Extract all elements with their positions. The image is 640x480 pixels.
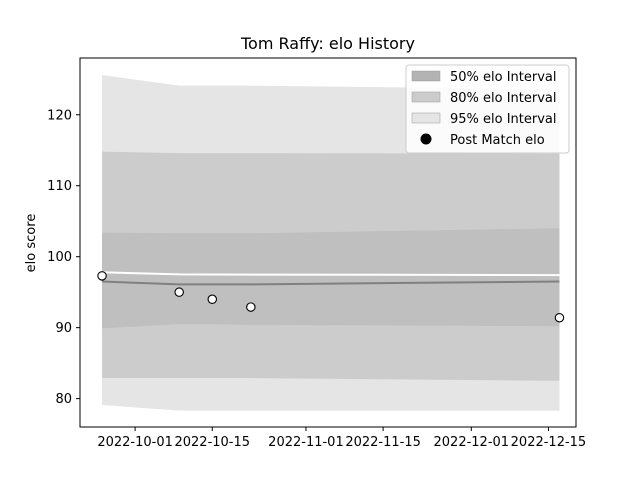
legend-label: 80% elo Interval <box>450 91 557 106</box>
y-tick-label: 90 <box>55 321 72 336</box>
legend-swatch <box>411 70 441 82</box>
x-tick-label: 2022-10-15 <box>174 435 250 450</box>
legend-swatch <box>411 112 441 124</box>
y-tick-label: 110 <box>47 179 72 194</box>
post-match-point <box>97 271 107 281</box>
y-axis-label: elo score <box>24 214 39 273</box>
reference-line <box>102 271 560 277</box>
legend: 50% elo Interval 80% elo Interval 95% elo … <box>405 64 570 154</box>
legend-label: 50% elo Interval <box>450 70 557 85</box>
plot-area <box>102 75 560 411</box>
legend-label: Post Match elo <box>450 133 545 148</box>
x-tick-label: 2022-11-01 <box>268 435 344 450</box>
post-match-markers <box>97 271 565 323</box>
x-tick-label: 2022-12-01 <box>434 435 510 450</box>
post-match-point <box>554 312 565 323</box>
chart-title: Tom Raffy: elo History <box>240 34 415 53</box>
post-match-point <box>246 302 256 312</box>
mean-elo-line <box>102 280 560 286</box>
legend-swatch <box>411 91 441 103</box>
post-match-point <box>207 294 218 305</box>
x-axis: 2022-10-01 2022-10-15 2022-11-01 2022-11-15… <box>97 427 586 450</box>
legend-label: 95% elo Interval <box>450 112 557 127</box>
x-tick-label: 2022-11-15 <box>345 435 421 450</box>
axes-frame <box>79 57 577 428</box>
y-tick-label: 120 <box>47 108 72 123</box>
x-tick-label: 2022-10-01 <box>97 435 173 450</box>
post-match-point <box>174 287 184 297</box>
legend-marker <box>420 133 432 145</box>
y-tick-label: 80 <box>55 392 72 407</box>
y-axis: 80 90 100 110 120 <box>47 108 80 407</box>
legend-box <box>405 64 570 154</box>
x-tick-label: 2022-12-15 <box>511 435 587 450</box>
band-50pct <box>102 228 560 329</box>
y-tick-label: 100 <box>47 250 72 265</box>
